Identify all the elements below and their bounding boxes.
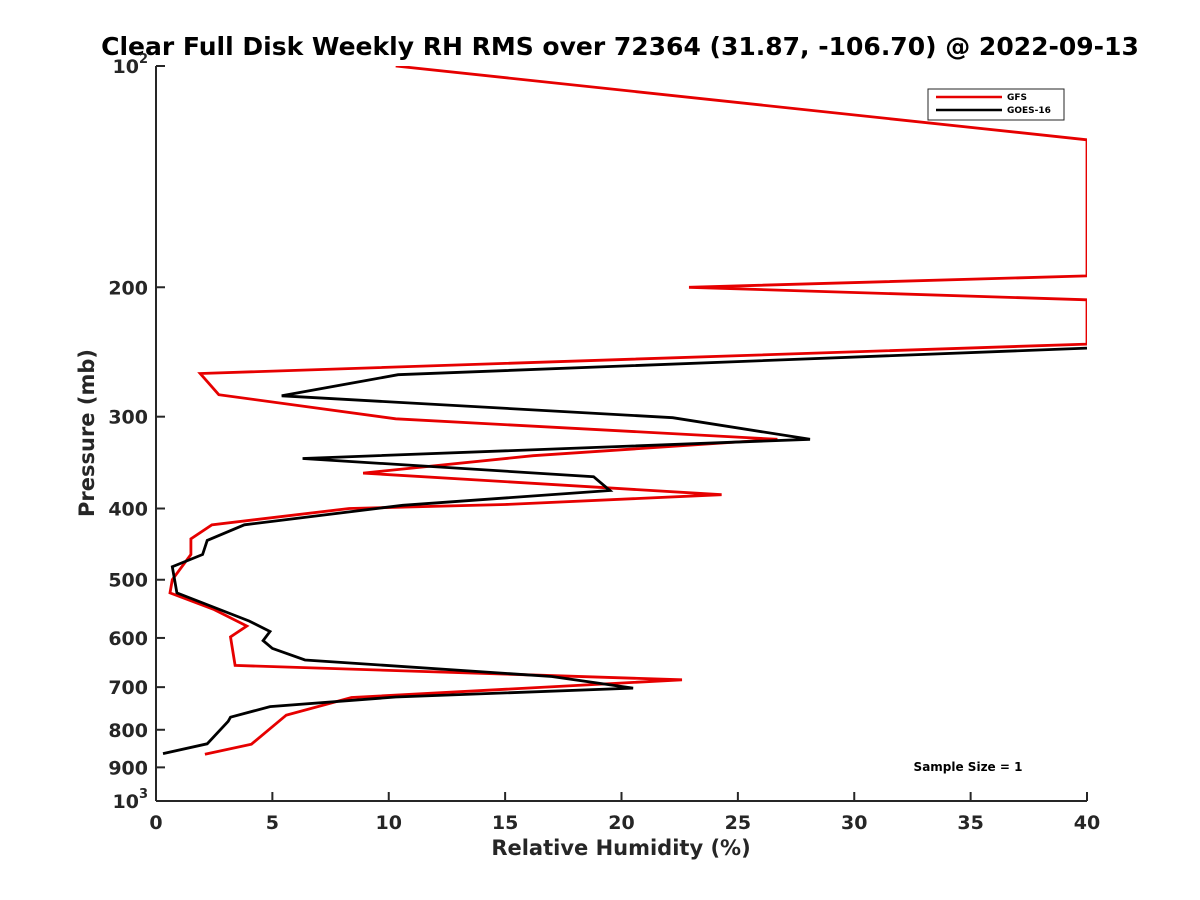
y-tick-label: 102 [113, 52, 149, 78]
y-tick-label: 103 [113, 787, 149, 813]
x-tick-label: 35 [957, 812, 983, 834]
series-layer [162, 66, 1087, 756]
legend-label-goes16: GOES-16 [1007, 106, 1051, 116]
x-tick-label: 15 [492, 812, 518, 834]
x-tick-label: 40 [1074, 812, 1100, 834]
x-axis-label: Relative Humidity (%) [491, 836, 750, 860]
y-tick-label: 300 [108, 407, 148, 429]
x-tick-label: 10 [376, 812, 402, 834]
legend: GFS GOES-16 [927, 88, 1065, 121]
series-line-goes16 [162, 346, 1087, 755]
chart-title: Clear Full Disk Weekly RH RMS over 72364… [101, 32, 1139, 61]
legend-label-gfs: GFS [1007, 93, 1027, 103]
y-tick-label: 200 [108, 277, 148, 299]
x-axis-ticks: 0 5 10 15 20 25 30 35 40 [149, 792, 1100, 834]
series-line-gfs [168, 66, 1087, 756]
x-tick-label: 0 [149, 812, 162, 834]
y-axis-ticks: 102 200 300 400 500 600 700 800 900 103 [108, 52, 165, 813]
legend-box [927, 88, 1065, 121]
x-tick-label: 20 [608, 812, 634, 834]
y-tick-label: 900 [108, 757, 148, 779]
y-tick-label: 600 [108, 628, 148, 650]
x-tick-label: 30 [841, 812, 867, 834]
sample-size-annotation: Sample Size = 1 [914, 760, 1023, 774]
x-tick-label: 5 [266, 812, 279, 834]
y-tick-label: 700 [108, 677, 148, 699]
y-tick-label: 800 [108, 720, 148, 742]
plot-area: 0 5 10 15 20 25 30 35 40 102 200 300 400 500 600 700 80… [108, 52, 1100, 834]
y-tick-label: 400 [108, 499, 148, 521]
y-tick-label: 500 [108, 570, 148, 592]
y-axis-label: Pressure (mb) [75, 349, 99, 517]
x-tick-label: 25 [725, 812, 751, 834]
